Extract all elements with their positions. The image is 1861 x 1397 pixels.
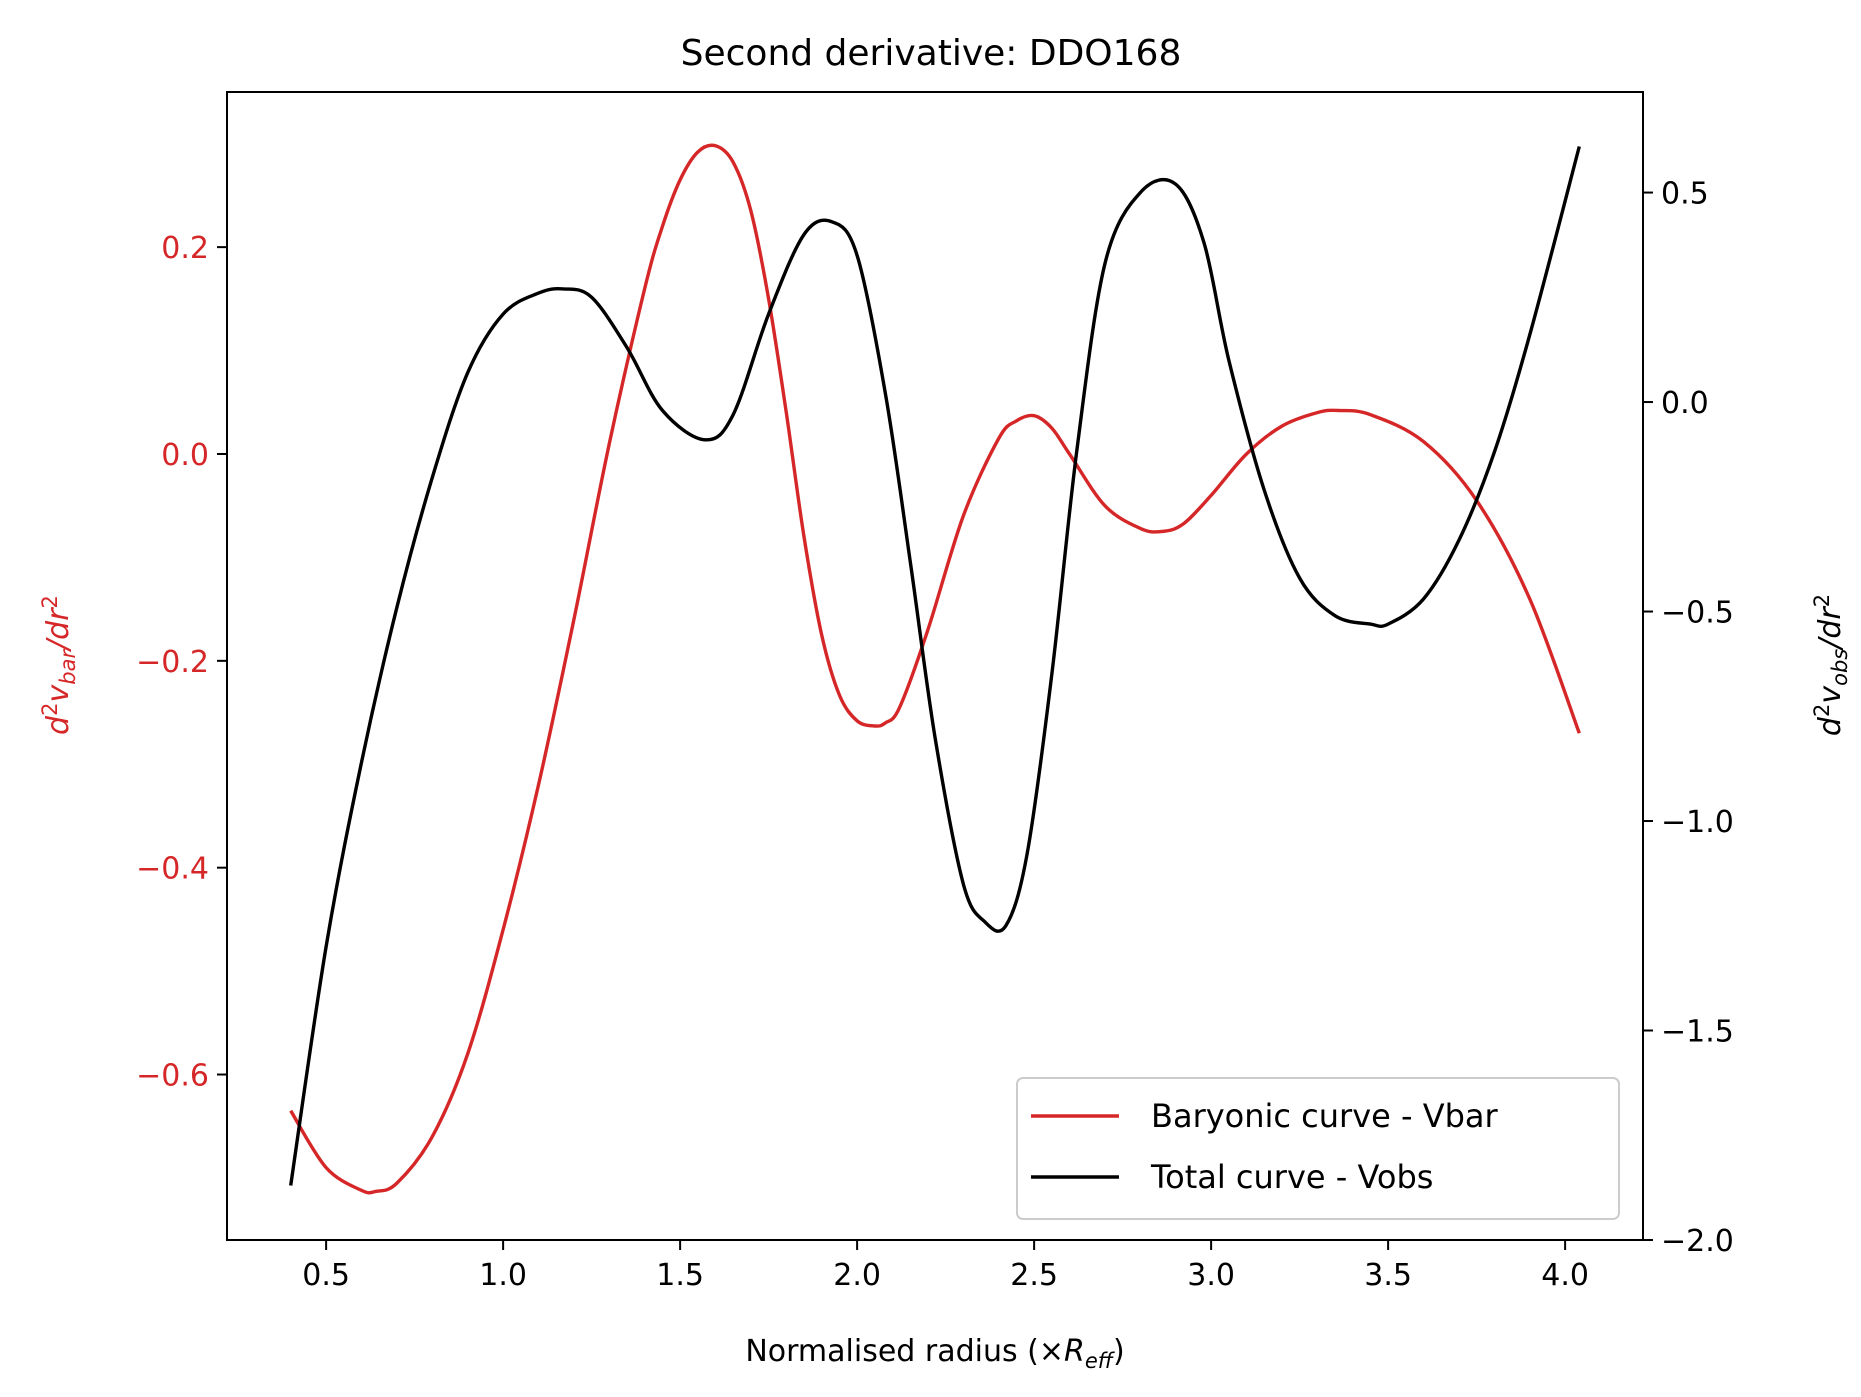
legend-label: Total curve - Vobs bbox=[1150, 1158, 1433, 1196]
y-left-tick-label: −0.4 bbox=[136, 852, 209, 887]
x-tick-label: 1.0 bbox=[479, 1258, 527, 1293]
series-line-vobs bbox=[289, 146, 1581, 1186]
y-right-tick-label: 0.0 bbox=[1661, 386, 1709, 421]
x-tick-label: 3.0 bbox=[1187, 1258, 1235, 1293]
chart-title: Second derivative: DDO168 bbox=[681, 33, 1182, 74]
y-left-tick-label: −0.6 bbox=[136, 1059, 209, 1094]
y-right-tick-label: 0.5 bbox=[1661, 177, 1709, 212]
legend-label: Baryonic curve - Vbar bbox=[1151, 1097, 1499, 1135]
series-line-vbar bbox=[289, 143, 1581, 1195]
legend-box bbox=[1016, 1077, 1620, 1220]
y-left-tick-label: 0.0 bbox=[161, 438, 209, 473]
y-axis-left: −0.6 −0.4 −0.2 0.0 0.2 bbox=[136, 231, 227, 1094]
x-tick-label: 2.0 bbox=[833, 1258, 881, 1293]
x-axis: 0.5 1.0 1.5 2.0 2.5 3.0 3.5 4.0 bbox=[302, 1240, 1589, 1293]
x-tick-label: 0.5 bbox=[302, 1258, 350, 1293]
y-right-tick-label: −2.0 bbox=[1661, 1224, 1734, 1259]
x-tick-label: 4.0 bbox=[1541, 1258, 1589, 1293]
y-left-tick-label: −0.2 bbox=[136, 645, 209, 680]
x-tick-label: 2.5 bbox=[1010, 1258, 1058, 1293]
y-left-tick-label: 0.2 bbox=[161, 231, 209, 266]
x-tick-label: 1.5 bbox=[656, 1258, 704, 1293]
x-axis-label: Normalised radius (×Reff) bbox=[745, 1334, 1124, 1373]
y-axis-right-label: d2vobs/dr2 bbox=[1810, 594, 1852, 736]
plot-area bbox=[226, 91, 1644, 1241]
y-axis-left-label: d2vbar/dr2 bbox=[38, 595, 80, 735]
legend: Baryonic curve - Vbar Total curve - Vobs bbox=[1016, 1077, 1620, 1220]
y-axis-right: −2.0 −1.5 −1.0 −0.5 0.0 0.5 bbox=[1643, 177, 1734, 1259]
y-right-tick-label: −0.5 bbox=[1661, 596, 1734, 631]
plot-frame bbox=[226, 91, 1644, 1241]
y-right-tick-label: −1.5 bbox=[1661, 1015, 1734, 1050]
y-right-tick-label: −1.0 bbox=[1661, 805, 1734, 840]
x-tick-label: 3.5 bbox=[1364, 1258, 1412, 1293]
